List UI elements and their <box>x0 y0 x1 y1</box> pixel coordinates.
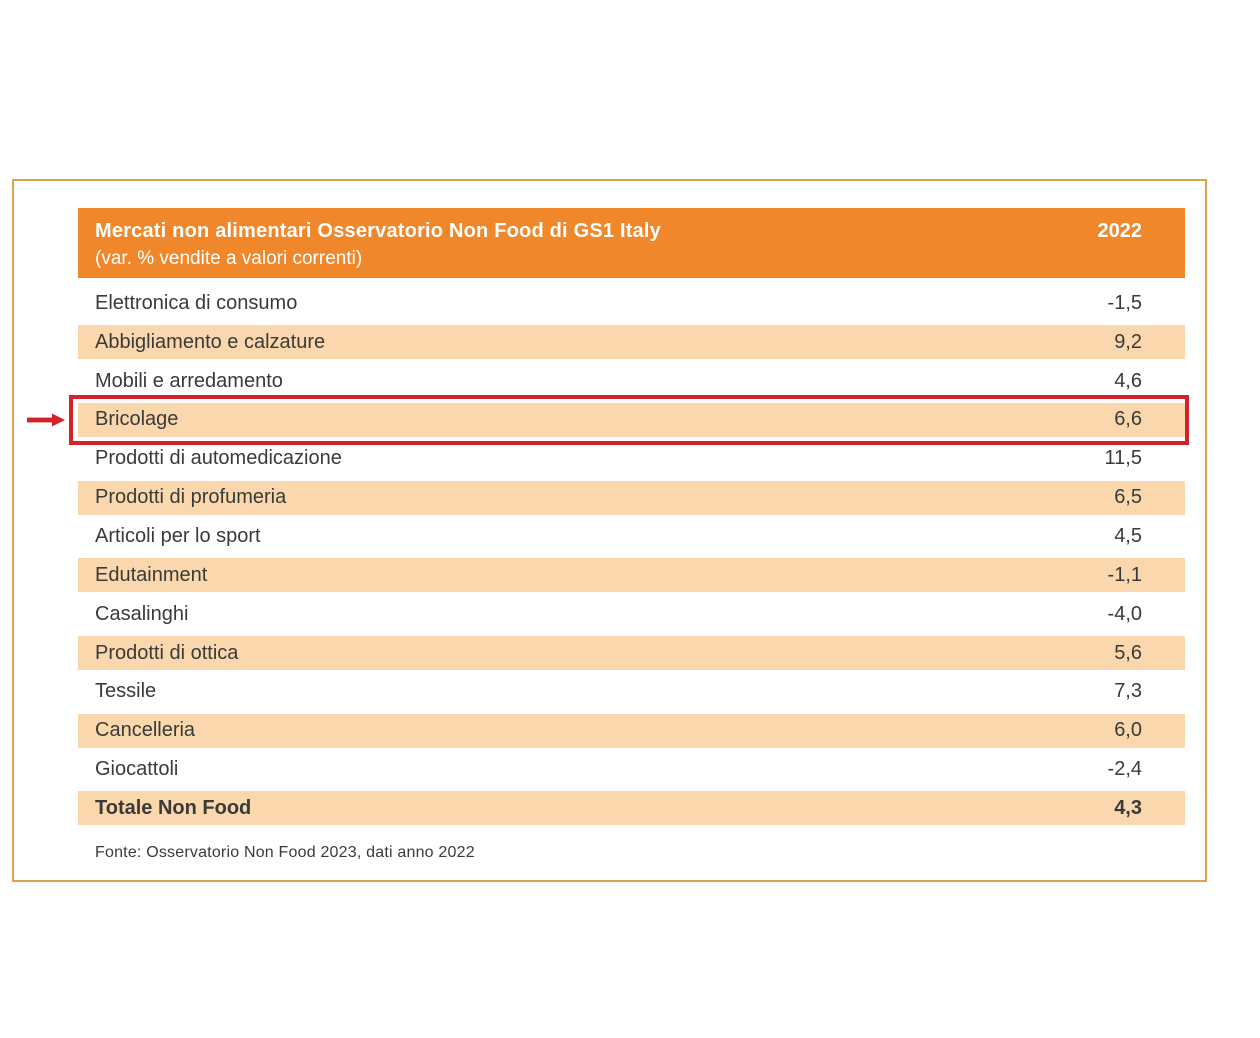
row-value: 6,5 <box>1114 486 1142 509</box>
highlight-box <box>69 395 1189 445</box>
table-row: Prodotti di profumeria 6,5 <box>78 478 1185 517</box>
table-row: Abbigliamento e calzature 9,2 <box>78 323 1185 362</box>
source-note: Fonte: Osservatorio Non Food 2023, dati … <box>95 844 475 861</box>
row-value: 4,5 <box>1114 524 1142 547</box>
row-value: 5,6 <box>1114 641 1142 664</box>
row-value: 9,2 <box>1114 330 1142 353</box>
year-column-header: 2022 <box>1097 220 1143 242</box>
row-value: -1,1 <box>1107 563 1142 586</box>
row-value: -1,5 <box>1107 291 1142 314</box>
non-food-markets-table: Mercati non alimentari Osservatorio Non … <box>27 208 1189 828</box>
table-row: Elettronica di consumo -1,5 <box>78 284 1185 323</box>
table-title: Mercati non alimentari Osservatorio Non … <box>95 220 661 242</box>
row-label: Totale Non Food <box>95 796 252 819</box>
table-row: Prodotti di automedicazione 11,5 <box>78 439 1185 478</box>
row-value: 6,0 <box>1114 719 1142 742</box>
table-row: Totale Non Food 4,3 <box>78 789 1185 828</box>
row-label: Mobili e arredamento <box>95 369 283 392</box>
row-label: Casalinghi <box>95 602 189 625</box>
row-label: Elettronica di consumo <box>95 291 298 314</box>
row-value: 7,3 <box>1114 680 1142 703</box>
row-label: Prodotti di profumeria <box>95 486 287 509</box>
table-row: Articoli per lo sport 4,5 <box>78 517 1185 556</box>
row-label: Giocattoli <box>95 758 179 781</box>
row-label: Tessile <box>95 680 157 703</box>
row-value: -4,0 <box>1107 602 1142 625</box>
table-row: Prodotti di ottica 5,6 <box>78 634 1185 673</box>
row-value: 11,5 <box>1104 447 1142 470</box>
row-value: -2,4 <box>1107 758 1142 781</box>
table-row: Tessile 7,3 <box>78 672 1185 711</box>
row-value: 6,6 <box>1114 408 1142 431</box>
table-header-titles: Mercati non alimentari Osservatorio Non … <box>95 217 661 273</box>
table-subtitle: (var. % vendite a valori correnti) <box>95 248 363 269</box>
table-rows: Elettronica di consumo -1,5 Abbigliamento … <box>27 284 1189 828</box>
table-row: Mobili e arredamento 4,6 <box>78 362 1185 401</box>
row-value: 4,6 <box>1114 369 1142 392</box>
row-value: 4,3 <box>1114 796 1142 819</box>
row-label: Prodotti di automedicazione <box>95 447 342 470</box>
row-label: Articoli per lo sport <box>95 524 261 547</box>
row-label: Cancelleria <box>95 719 196 742</box>
row-label: Bricolage <box>95 408 179 431</box>
table-row: Giocattoli -2,4 <box>78 750 1185 789</box>
row-label: Edutainment <box>95 563 208 586</box>
row-label: Prodotti di ottica <box>95 641 239 664</box>
arrow-right-icon <box>27 413 65 427</box>
table-header: Mercati non alimentari Osservatorio Non … <box>78 208 1185 278</box>
table-row: Edutainment -1,1 <box>78 556 1185 595</box>
table-row: Bricolage 6,6 <box>27 395 1189 445</box>
table-row: Cancelleria 6,0 <box>78 711 1185 750</box>
row-label: Abbigliamento e calzature <box>95 330 326 353</box>
table-row: Casalinghi -4,0 <box>78 595 1185 634</box>
report-card: Mercati non alimentari Osservatorio Non … <box>12 179 1207 882</box>
